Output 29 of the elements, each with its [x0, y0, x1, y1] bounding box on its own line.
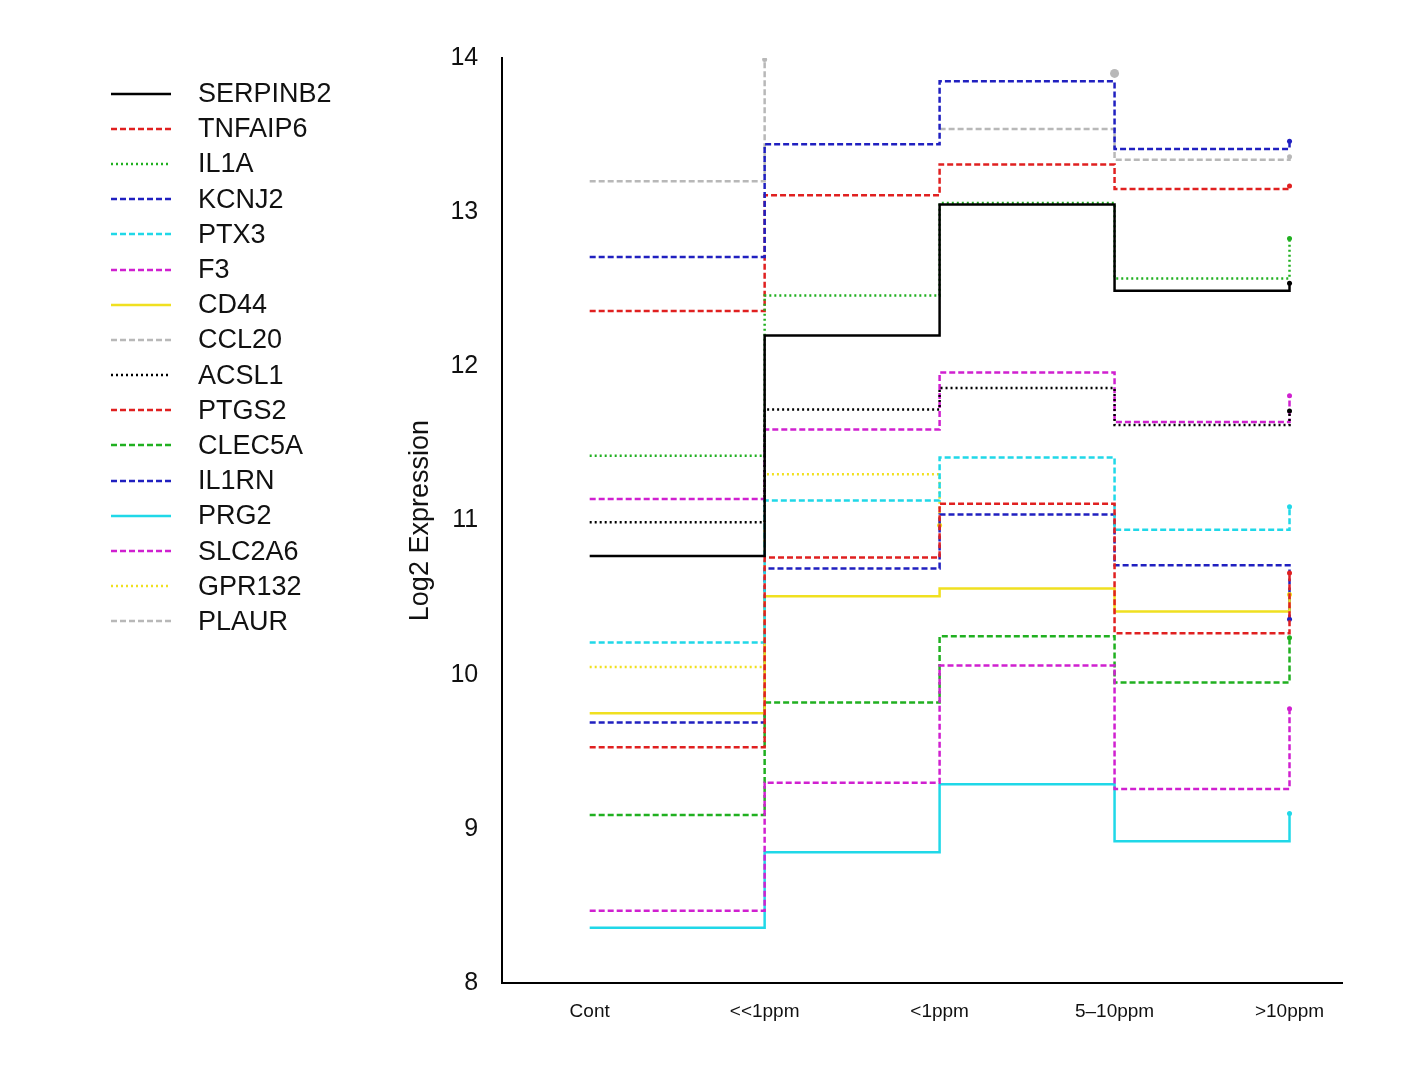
legend-label: TNFAIP6	[198, 113, 308, 145]
legend-label: F3	[198, 254, 230, 286]
x-tick-label: <1ppm	[910, 999, 969, 1021]
x-tick-label: <<1ppm	[729, 999, 800, 1021]
x-tick-label: Cont	[569, 999, 611, 1021]
y-tick-label: 10	[450, 658, 479, 687]
y-tick-label: 13	[450, 196, 479, 225]
legend-label: IL1RN	[198, 465, 275, 497]
legend-label: CLEC5A	[198, 429, 304, 461]
legend-label: PLAUR	[198, 605, 289, 637]
legend-label: CD44	[198, 289, 268, 321]
y-tick-label: 14	[450, 41, 479, 70]
x-tick-label: 5–10ppm	[1074, 999, 1155, 1021]
legend-label: CCL20	[198, 324, 283, 356]
legend-label: PRG2	[198, 500, 272, 532]
legend-label: PTX3	[198, 218, 266, 250]
legend-label: ACSL1	[198, 359, 284, 391]
legend-label: SLC2A6	[198, 535, 299, 567]
y-axis-title: Log2 Expression	[403, 420, 434, 622]
legend-label: KCNJ2	[198, 183, 284, 215]
y-tick-label: 9	[464, 812, 479, 841]
x-tick-label: >10ppm	[1254, 999, 1325, 1021]
y-tick-label: 8	[464, 967, 479, 996]
legend-label: SERPINB2	[198, 78, 332, 110]
y-tick-label: 11	[452, 504, 479, 533]
legend-label: IL1A	[198, 148, 254, 180]
y-tick-label: 12	[450, 350, 479, 379]
legend-label: GPR132	[198, 570, 302, 602]
legend-label: PTGS2	[198, 394, 287, 426]
